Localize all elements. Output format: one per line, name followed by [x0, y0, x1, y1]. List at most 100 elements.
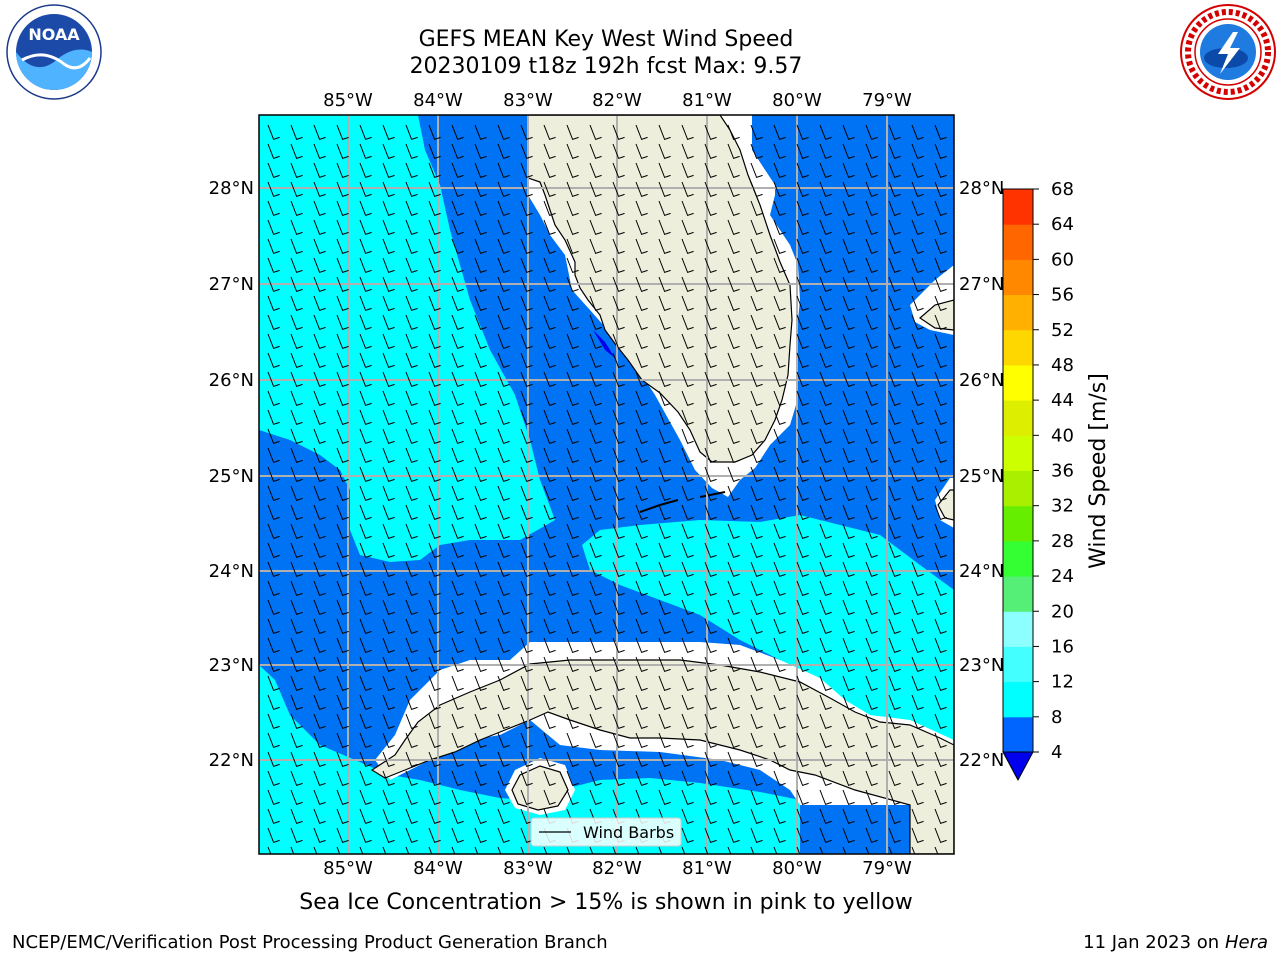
- wind-barb: [566, 219, 579, 236]
- wind-barb: [566, 580, 579, 597]
- wind-barb: [520, 656, 533, 673]
- chart-title: GEFS MEAN Key West Wind Speed: [418, 27, 794, 52]
- wind-barb: [704, 219, 717, 236]
- wind-barb: [704, 466, 717, 483]
- wind-barb: [313, 599, 326, 616]
- colorbar-tick-label: 20: [1051, 601, 1074, 622]
- wind-barb: [497, 333, 510, 350]
- wind-barb: [773, 295, 786, 312]
- wind-barb: [520, 618, 533, 635]
- wind-barb: [543, 219, 556, 236]
- wind-barb: [451, 675, 464, 692]
- wind-barb: [589, 466, 602, 483]
- wind-barb: [313, 751, 326, 768]
- wind-barb: [888, 390, 901, 407]
- wind-barb: [612, 181, 625, 198]
- wind-barb: [888, 485, 901, 502]
- wind-barb: [704, 694, 717, 711]
- wind-barb: [382, 789, 395, 806]
- wind-barb: [267, 219, 280, 236]
- wind-barb: [865, 295, 878, 312]
- lat-labels-left: 28°N 27°N 26°N 25°N 24°N 23°N 22°N: [209, 178, 254, 771]
- wind-barb: [405, 352, 418, 369]
- wind-barb: [497, 770, 510, 787]
- wind-barb: [290, 599, 303, 616]
- wind-barb: [842, 808, 855, 825]
- wind-barb: [566, 713, 579, 730]
- wind-barb: [543, 466, 556, 483]
- wind-barb: [934, 751, 947, 768]
- wind-barb: [704, 276, 717, 293]
- wind-barbs: [267, 124, 947, 854]
- wind-barb: [543, 428, 556, 445]
- wind-barb: [520, 504, 533, 521]
- wind-barb: [543, 162, 556, 179]
- wind-barb: [474, 390, 487, 407]
- wind-barb: [934, 637, 947, 654]
- wind-barb: [635, 162, 648, 179]
- wind-barb: [474, 314, 487, 331]
- wind-barb: [497, 580, 510, 597]
- lat-label: 27°N: [959, 274, 1004, 295]
- wind-barb: [497, 561, 510, 578]
- wind-barb: [911, 732, 924, 749]
- wind-barb: [934, 466, 947, 483]
- wind-barb: [382, 561, 395, 578]
- wind-barb: [474, 447, 487, 464]
- wind-barb: [451, 428, 464, 445]
- wind-barb: [336, 694, 349, 711]
- wind-barb: [934, 599, 947, 616]
- wind-barb: [267, 561, 280, 578]
- wind-barb: [382, 599, 395, 616]
- wind-barb: [382, 466, 395, 483]
- wind-barb: [842, 257, 855, 274]
- wind-barb: [589, 637, 602, 654]
- wind-barb: [336, 504, 349, 521]
- lon-label: 83°W: [503, 858, 553, 879]
- wind-barb: [589, 485, 602, 502]
- wind-barb: [313, 618, 326, 635]
- wind-barb: [336, 751, 349, 768]
- wind-barb: [704, 808, 717, 825]
- wind-barb: [520, 428, 533, 445]
- wind-barb: [819, 675, 832, 692]
- wind-barb: [589, 257, 602, 274]
- colorbar-segment: [1003, 364, 1033, 401]
- wind-barb: [428, 181, 441, 198]
- wind-barb: [681, 542, 694, 559]
- wind-barb: [405, 618, 418, 635]
- wind-barb: [359, 219, 372, 236]
- wind-barb: [773, 732, 786, 749]
- wind-barb: [819, 561, 832, 578]
- wind-barb: [934, 713, 947, 730]
- wind-barb: [336, 846, 341, 854]
- wind-barb: [543, 846, 548, 854]
- wind-barb: [566, 447, 579, 464]
- wind-barb: [727, 713, 740, 730]
- wind-barb: [382, 409, 395, 426]
- wind-barb: [382, 371, 395, 388]
- wind-barb: [842, 713, 855, 730]
- wind-barb: [566, 561, 579, 578]
- wind-barb: [750, 333, 763, 350]
- wind-barb: [796, 618, 809, 635]
- footer-date: 11 Jan 2023 on Hera: [1083, 932, 1268, 953]
- wind-barb: [888, 542, 901, 559]
- wind-barb: [267, 713, 280, 730]
- wind-barb: [589, 143, 602, 160]
- wind-barb: [819, 713, 832, 730]
- footer-credit: NCEP/EMC/Verification Post Processing Pr…: [12, 932, 608, 953]
- wind-barb: [796, 846, 801, 854]
- colorbar-segment: [1003, 189, 1033, 225]
- wind-barb: [888, 713, 901, 730]
- wind-barb: [382, 238, 395, 255]
- wind-barb: [428, 713, 441, 730]
- land-andros: [937, 489, 954, 521]
- wind-barb: [589, 447, 602, 464]
- wind-barb: [635, 599, 648, 616]
- wind-barb: [313, 428, 326, 445]
- wind-barb: [566, 409, 579, 426]
- wind-barb: [267, 675, 280, 692]
- wind-barb: [336, 390, 349, 407]
